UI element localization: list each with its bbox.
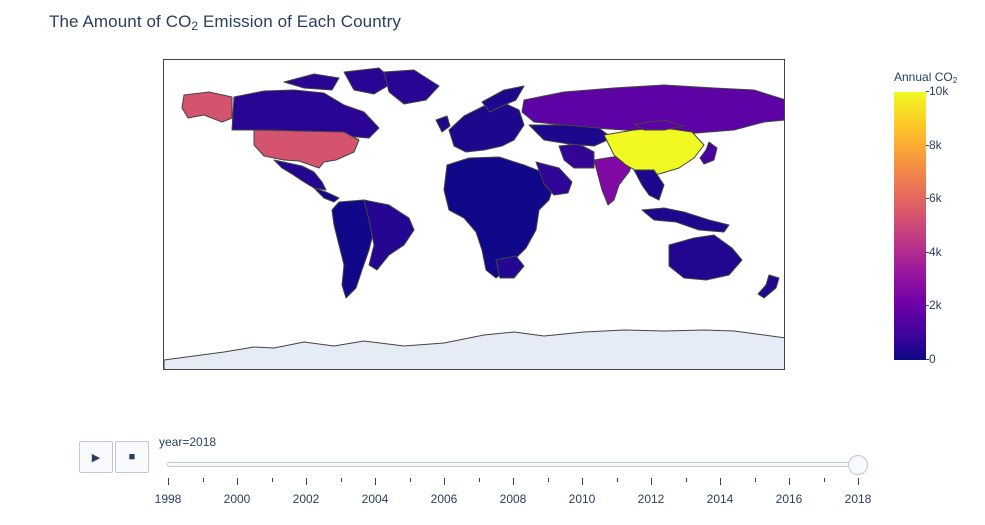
slider-minor-tick — [547, 478, 549, 482]
country-canada[interactable] — [231, 67, 395, 139]
slider-tick-label: 2000 — [223, 492, 251, 506]
colorbar-tick-label: 4k — [926, 244, 942, 259]
slider-tick — [582, 478, 583, 485]
country-central-america[interactable] — [313, 187, 340, 203]
slider-tick — [306, 478, 307, 485]
country-greenland[interactable] — [383, 69, 440, 105]
slider-minor-tick — [478, 478, 480, 482]
slider-minor-tick — [340, 478, 342, 482]
slider-tick — [444, 478, 445, 485]
country-brazil[interactable] — [363, 199, 415, 271]
play-icon: ▶ — [91, 451, 101, 464]
country-saudi-arabia[interactable] — [535, 161, 573, 196]
country-iran[interactable] — [558, 143, 595, 169]
slider-tick-label: 2010 — [568, 492, 596, 506]
country-mongolia[interactable] — [633, 119, 685, 131]
slider-tick-label: 2018 — [844, 492, 872, 506]
country-alaska[interactable] — [181, 91, 233, 123]
slider-tick — [651, 478, 652, 485]
colorbar-title: Annual CO2 — [894, 70, 958, 85]
slider-minor-tick — [616, 478, 618, 482]
chart-title: The Amount of CO2 Emission of Each Count… — [49, 12, 401, 33]
slider-track[interactable] — [167, 462, 858, 467]
country-africa[interactable] — [443, 156, 555, 279]
slider-minor-tick — [685, 478, 687, 482]
slider-tick — [513, 478, 514, 485]
slider-tick-label: 2016 — [775, 492, 803, 506]
colorbar-tick-label: 0 — [926, 352, 936, 366]
slider-tick-label: 2012 — [637, 492, 665, 506]
slider-tick — [375, 478, 376, 485]
slider-current-label: year=2018 — [159, 435, 217, 449]
slider-tick-label: 2004 — [361, 492, 389, 506]
colorbar-tick-label: 6k — [926, 191, 942, 206]
country-japan[interactable] — [699, 141, 718, 165]
slider-tick-label: 2002 — [292, 492, 320, 506]
slider-handle[interactable] — [848, 455, 868, 475]
colorbar-tick-label: 8k — [926, 137, 942, 152]
slider-tick — [858, 478, 859, 485]
play-button[interactable]: ▶ — [79, 441, 113, 473]
slider-minor-tick — [754, 478, 756, 482]
country-new-zealand[interactable] — [757, 274, 780, 299]
slider-minor-tick — [202, 478, 204, 482]
slider-tick — [237, 478, 238, 485]
country-europe[interactable] — [448, 101, 525, 153]
country-mexico[interactable] — [273, 159, 327, 191]
country-scandinavia[interactable] — [481, 85, 525, 113]
country-usa[interactable] — [253, 129, 360, 169]
stop-button[interactable]: ■ — [115, 441, 149, 473]
slider-tick — [720, 478, 721, 485]
slider-tick-label: 2008 — [499, 492, 527, 506]
colorbar — [894, 92, 926, 360]
choropleth-svg[interactable] — [164, 60, 785, 370]
stop-icon: ■ — [128, 451, 136, 463]
country-southeast-asia[interactable] — [633, 169, 665, 201]
country-south-africa[interactable] — [495, 255, 525, 279]
colorbar-tick-label: 10k — [925, 84, 949, 98]
slider-tick-label: 2006 — [430, 492, 458, 506]
slider-minor-tick — [823, 478, 825, 482]
slider-tick-label: 1998 — [154, 492, 182, 506]
world-map[interactable] — [163, 59, 785, 370]
slider-tick — [789, 478, 790, 485]
country-indonesia[interactable] — [641, 207, 730, 233]
colorbar-tick-label: 2k — [926, 298, 942, 313]
country-uk[interactable] — [435, 115, 451, 133]
slider-tick-label: 2014 — [706, 492, 734, 506]
slider-tick — [168, 478, 169, 485]
slider-minor-tick — [271, 478, 273, 482]
country-antarctica[interactable] — [164, 329, 785, 370]
slider-minor-tick — [409, 478, 411, 482]
country-central-asia[interactable] — [528, 124, 613, 147]
country-australia[interactable] — [668, 234, 743, 281]
